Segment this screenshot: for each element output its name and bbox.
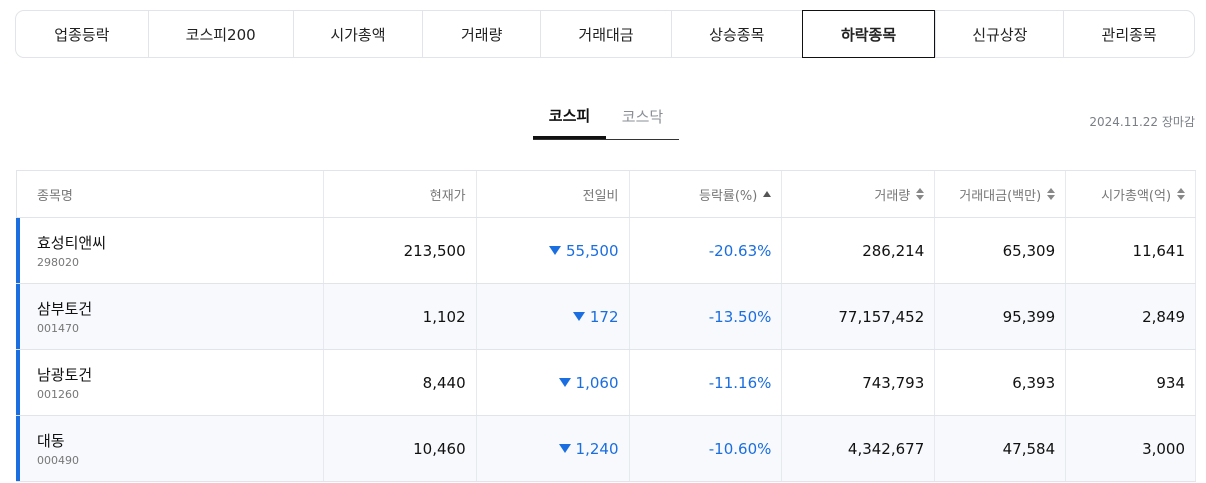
cell-amount: 65,309: [935, 218, 1067, 283]
tab-market-cap[interactable]: 시가총액: [292, 11, 423, 57]
header-change: 전일비: [477, 171, 630, 217]
cell-price: 1,102: [324, 284, 477, 349]
cell-price: 10,460: [324, 416, 477, 481]
table-header: 종목명 현재가 전일비 등락률(%) 거래량 거래대금(백만) 시가총액(억): [17, 171, 1197, 218]
cell-name: 대동 000490: [17, 416, 324, 481]
stock-code: 000490: [37, 454, 79, 467]
tab-kospi200[interactable]: 코스피200: [147, 11, 293, 57]
cell-mcap: 11,641: [1066, 218, 1197, 283]
tab-volume[interactable]: 거래량: [422, 11, 540, 57]
header-name: 종목명: [17, 171, 324, 217]
market-tabs: 코스피 코스닥: [533, 100, 679, 140]
down-triangle-icon: [558, 378, 571, 387]
row-accent: [16, 350, 20, 415]
cell-rate: -11.16%: [630, 350, 783, 415]
sort-asc-icon: [763, 191, 772, 197]
stock-name[interactable]: 효성티앤씨: [37, 234, 107, 252]
cell-price: 8,440: [324, 350, 477, 415]
tab-kosdaq[interactable]: 코스닥: [621, 108, 664, 126]
tab-rising[interactable]: 상승종목: [670, 11, 802, 57]
down-triangle-icon: [572, 312, 585, 321]
tab-sector[interactable]: 업종등락: [54, 25, 110, 44]
cell-amount: 95,399: [935, 284, 1067, 349]
cell-mcap: 934: [1066, 350, 1197, 415]
cell-mcap: 3,000: [1066, 416, 1197, 481]
down-triangle-icon: [558, 444, 571, 453]
tab-trading-value[interactable]: 거래대금: [540, 11, 671, 57]
stock-code: 298020: [37, 256, 79, 269]
cell-amount: 47,584: [935, 416, 1067, 481]
cell-rate: -20.63%: [630, 218, 783, 283]
stock-name[interactable]: 삼부토건: [37, 300, 93, 318]
cell-change: 55,500: [477, 218, 630, 283]
sort-icon: [1177, 188, 1186, 200]
tab-managed[interactable]: 관리종목: [1063, 11, 1194, 57]
as-of-timestamp: 2024.11.22 장마감: [1089, 115, 1195, 129]
header-rate[interactable]: 등락률(%): [630, 171, 783, 217]
cell-name: 남광토건 001260: [17, 350, 324, 415]
cell-mcap: 2,849: [1066, 284, 1197, 349]
down-triangle-icon: [549, 246, 561, 255]
row-accent: [16, 284, 20, 349]
cell-change: 1,060: [477, 350, 630, 415]
cell-change: 1,240: [477, 416, 630, 481]
stock-code: 001260: [37, 388, 79, 401]
category-tabs: 업종등락 코스피200 시가총액 거래량 거래대금 상승종목 하락종목 신규상장…: [15, 10, 1195, 58]
stock-name[interactable]: 대동: [37, 432, 65, 450]
table-row[interactable]: 대동 000490 10,460 1,240 -10.60% 4,342,677 …: [16, 416, 1197, 482]
tab-falling[interactable]: 하락종목: [801, 10, 936, 58]
cell-name: 삼부토건 001470: [17, 284, 324, 349]
header-mcap[interactable]: 시가총액(억): [1066, 171, 1197, 217]
stock-name[interactable]: 남광토건: [37, 366, 93, 384]
sort-icon: [916, 188, 925, 200]
cell-rate: -13.50%: [630, 284, 783, 349]
cell-volume: 4,342,677: [782, 416, 936, 481]
sort-icon: [1047, 188, 1056, 200]
header-amount[interactable]: 거래대금(백만): [935, 171, 1067, 217]
cell-volume: 286,214: [782, 218, 936, 283]
header-price: 현재가: [324, 171, 477, 217]
header-volume[interactable]: 거래량: [782, 171, 936, 217]
table-row[interactable]: 삼부토건 001470 1,102 172 -13.50% 77,157,452 …: [16, 284, 1197, 350]
cell-price: 213,500: [324, 218, 477, 283]
row-accent: [16, 218, 20, 283]
cell-change: 172: [477, 284, 630, 349]
cell-volume: 743,793: [782, 350, 936, 415]
cell-amount: 6,393: [935, 350, 1067, 415]
cell-rate: -10.60%: [630, 416, 783, 481]
tab-kospi[interactable]: 코스피: [533, 100, 606, 139]
row-accent: [16, 416, 20, 481]
table-row[interactable]: 효성티앤씨 298020 213,500 55,500 -20.63% 286,2…: [16, 218, 1197, 284]
table-row[interactable]: 남광토건 001260 8,440 1,060 -11.16% 743,793 6…: [16, 350, 1197, 416]
stock-table: 종목명 현재가 전일비 등락률(%) 거래량 거래대금(백만) 시가총액(억) …: [16, 170, 1197, 482]
stock-code: 001470: [37, 322, 79, 335]
tab-new-listing[interactable]: 신규상장: [935, 11, 1063, 57]
cell-name: 효성티앤씨 298020: [17, 218, 324, 283]
cell-volume: 77,157,452: [782, 284, 936, 349]
